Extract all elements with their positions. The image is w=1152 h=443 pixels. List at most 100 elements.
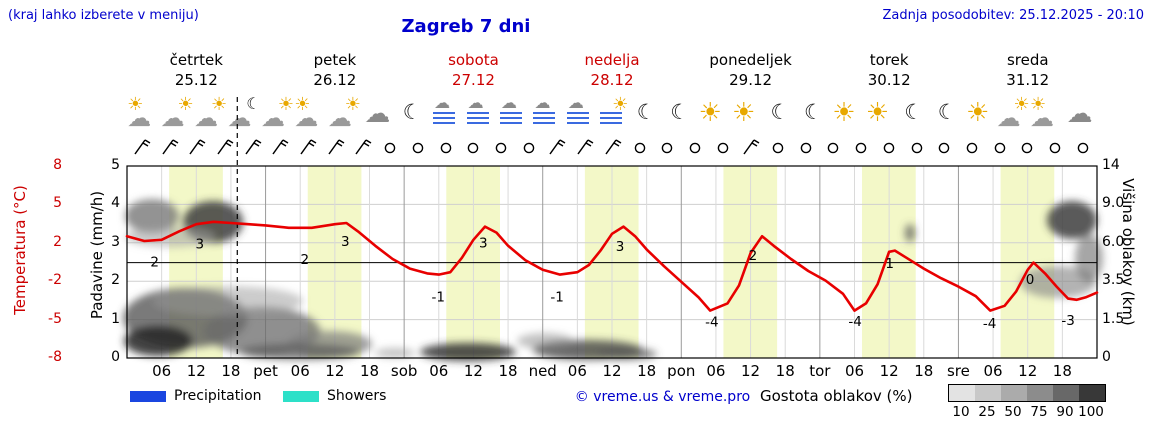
temperature-value-label: -1	[550, 289, 563, 305]
day-date: 31.12	[1006, 71, 1050, 90]
rain-icon: ☁	[528, 95, 561, 132]
day-name: četrtek	[169, 51, 223, 69]
wind-row	[127, 135, 1097, 159]
calm-circle-icon	[685, 137, 705, 157]
density-segment	[1027, 385, 1053, 401]
calm-circle-icon	[1045, 137, 1065, 157]
calm-circle-icon	[990, 137, 1010, 157]
hour-tick: 18	[775, 362, 795, 380]
temperature-value-label: 0	[1026, 272, 1035, 288]
calm-circle-icon	[907, 137, 927, 157]
day-date: 27.12	[451, 71, 495, 90]
precip-tick: 2	[111, 272, 120, 289]
sun-cloud-icon: ☀ ☁	[160, 94, 194, 132]
cloud-height-tick: 1.5	[1102, 310, 1125, 327]
hour-tick: 06	[290, 362, 310, 380]
hour-tick: 06	[706, 362, 726, 380]
temperature-value-label: 2	[301, 252, 310, 268]
day-header-sobota: sobota 27.12	[404, 50, 543, 91]
copyright-link[interactable]: © vreme.us & vreme.pro	[574, 389, 751, 405]
rain-icon: ☁	[462, 95, 495, 132]
hour-tick: 12	[741, 362, 761, 380]
calm-circle-icon	[436, 137, 456, 157]
calm-circle-icon	[768, 137, 788, 157]
calm-circle-icon	[1073, 137, 1093, 157]
temperature-value-label: 3	[616, 239, 625, 255]
hour-tick: 06	[152, 362, 172, 380]
day-abbr-tick: pon	[667, 362, 696, 380]
moon-icon: ☾	[636, 100, 656, 124]
day-header-petek: petek 26.12	[266, 50, 405, 91]
temperature-value-label: -3	[1061, 313, 1074, 329]
showers-swatch	[283, 391, 319, 402]
day-headers: četrtek 25.12 petek 26.12 sobota 27.12 nedelja…	[127, 50, 1097, 91]
temperature-axis-label: Temperatura (°C)	[11, 185, 29, 315]
density-segment	[1053, 385, 1079, 401]
daylight-band	[584, 166, 639, 358]
precip-tick: 3	[111, 233, 120, 250]
sun-icon: ☀	[732, 98, 756, 128]
daylight-band	[723, 166, 778, 358]
day-name: petek	[313, 51, 357, 69]
cloud-density-gradient-bar	[948, 384, 1106, 402]
calm-circle-icon	[823, 137, 843, 157]
cloud-density-label: Gostota oblakov (%)	[760, 387, 913, 405]
cloud-icon: ☁	[1066, 99, 1093, 129]
day-header-torek: torek 30.12	[820, 50, 959, 91]
day-name: sreda	[1006, 51, 1049, 69]
day-abbr-tick: sre	[946, 362, 970, 380]
hour-tick: 12	[1018, 362, 1038, 380]
hour-tick: 18	[359, 362, 380, 380]
density-tick: 100	[1078, 404, 1104, 420]
calm-circle-icon	[463, 137, 483, 157]
moon-icon: ☾	[770, 100, 790, 124]
precip-tick: 5	[111, 157, 120, 173]
wind-barb-icon	[740, 137, 760, 157]
rain-icon: ☁	[428, 95, 461, 132]
cloud-height-tick: 0	[1102, 349, 1111, 365]
location-hint: (kraj lahko izberete v meniju)	[8, 8, 199, 23]
wind-barb-icon	[602, 137, 622, 157]
calm-circle-icon	[657, 137, 677, 157]
density-segment	[949, 385, 975, 401]
daylight-band	[307, 166, 362, 358]
hour-tick: 18	[221, 362, 241, 380]
day-name: nedelja	[584, 51, 640, 69]
day-date: 25.12	[174, 71, 218, 90]
hour-tick: 18	[637, 362, 657, 380]
moon-icon: ☾	[937, 100, 957, 124]
sun-cloud-icon: ☀ ☁	[996, 94, 1030, 132]
temperature-value-label: -1	[431, 289, 444, 305]
wind-barb-icon	[325, 137, 345, 157]
day-name: torek	[869, 51, 909, 69]
day-abbr-tick: sob	[390, 362, 418, 380]
cloud-height-tick: 6.0	[1102, 233, 1125, 250]
temperature-value-label: 3	[341, 234, 350, 250]
daylight-band	[862, 166, 916, 358]
hour-tick: 06	[567, 362, 587, 380]
calm-circle-icon	[713, 137, 733, 157]
calm-circle-icon	[1017, 137, 1037, 157]
sun-icon: ☀	[832, 98, 856, 128]
cloud-sun-icon: ☀ ☁	[1030, 94, 1055, 132]
day-date: 29.12	[729, 71, 773, 90]
calm-circle-icon	[851, 137, 871, 157]
wind-barb-icon	[214, 137, 234, 157]
weather-icon-row: ☀ ☁ ☀ ☁ ☀ ☁ ☾ ☁ ☀ ☁ ☀ ☁ ☀ ☁ ☁ ☾ ☁ ☁ ☁ ☁ ☁ ☀ ☾ ☾ ☀ ☀ ☾ ☾ ☀ ☀ ☾ ☾ ☀ ☀ ☁ ☀ ☁ ☁	[127, 95, 1097, 133]
rain-icon: ☁	[562, 95, 595, 132]
hour-tick: 12	[602, 362, 622, 380]
hour-tick: 06	[844, 362, 865, 380]
day-header-četrtek: četrtek 25.12	[127, 50, 266, 91]
cloud-sun-icon: ☀ ☁	[127, 94, 152, 132]
precip-tick: 1	[111, 310, 120, 327]
temperature-value-label: -4	[705, 315, 718, 331]
wind-barb-icon	[131, 137, 151, 157]
sun-cloud-icon: ☀ ☁	[194, 94, 228, 132]
temperature-value-label: 3	[195, 237, 204, 253]
density-tick: 25	[978, 404, 996, 420]
temperature-value-label: -4	[848, 314, 861, 330]
precip-tick: 4	[111, 195, 120, 212]
temperature-value-label: 2	[749, 248, 758, 264]
temperature-value-label: 1	[885, 256, 894, 272]
moon-icon: ☾	[402, 100, 422, 124]
